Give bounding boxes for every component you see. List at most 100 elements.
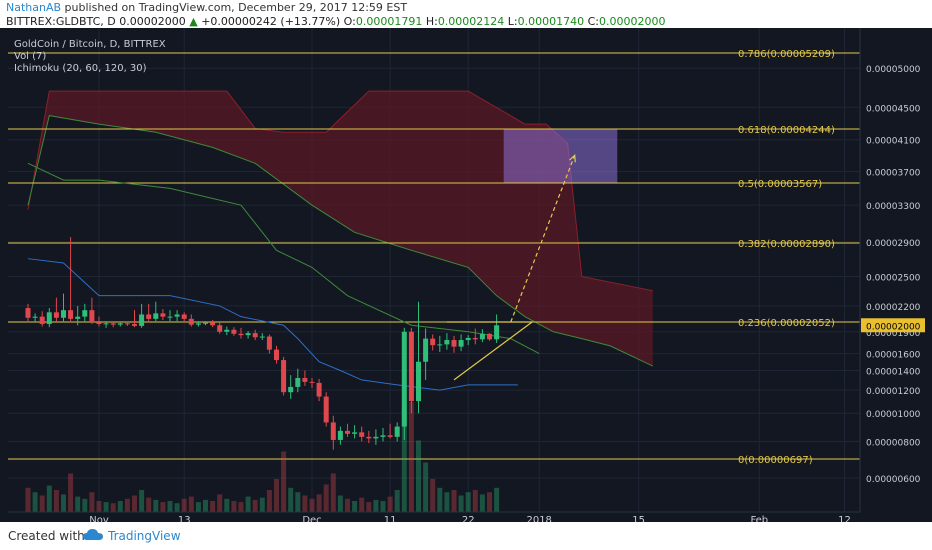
x-tick-label: 12 (838, 515, 851, 522)
volume-bar (110, 503, 116, 512)
candle-body (423, 338, 429, 362)
candle-body (231, 329, 237, 334)
open-label: O: (343, 15, 356, 28)
candle-body (167, 316, 173, 318)
last-price: 0.00002000 (119, 15, 186, 28)
volume-bar (174, 503, 180, 512)
volume-bar (366, 502, 372, 512)
candle-body (117, 323, 123, 325)
candle-body (259, 336, 265, 338)
candle-body (309, 381, 315, 383)
candle-body (110, 323, 116, 325)
candle-body (458, 340, 464, 347)
volume-bars (25, 402, 500, 512)
price-change: +0.00000242 (+13.77%) (201, 15, 341, 28)
y-tick-label: 0.00000800 (866, 439, 921, 449)
cloud-logo-icon (83, 529, 103, 540)
volume-bar (416, 440, 421, 512)
candle-body (124, 323, 130, 325)
fib-label: 0.236(0.00002052) (738, 318, 835, 329)
volume-bar (39, 495, 45, 512)
current-price-tag (861, 318, 925, 333)
y-tick-label: 0.00002900 (866, 239, 921, 249)
volume-bar (387, 496, 393, 512)
candle-body (373, 436, 379, 439)
candle-body (53, 312, 59, 318)
high-label: H: (425, 15, 438, 28)
volume-bar (487, 492, 492, 512)
candle-body (195, 323, 201, 325)
candle-body (394, 426, 400, 437)
candle-body (238, 333, 244, 336)
current-price-label: 0.00002000 (866, 322, 921, 332)
candle-body (416, 361, 421, 402)
fib-levels[interactable]: 0.786(0.00005209) 0.618(0.00004244) 0.5(0.… (8, 49, 860, 466)
volume-bar (359, 497, 365, 512)
volume-bar (203, 499, 208, 512)
candle-body (316, 382, 322, 397)
volume-bar (75, 496, 81, 512)
volume-bar (117, 501, 123, 512)
x-tick-label: 2018 (526, 515, 551, 522)
y-axis[interactable]: 0.00005000 0.00004500 0.00004100 0.00003700… (859, 28, 925, 522)
candle-body (408, 331, 414, 402)
tradingview-link[interactable]: TradingView (108, 529, 181, 543)
close-value: 0.00002000 (599, 15, 666, 28)
volume-bar (458, 495, 464, 512)
target-zone-rect (503, 129, 618, 183)
candle-body (387, 435, 393, 437)
chart-canvas[interactable]: 0.786(0.00005209) 0.618(0.00004244) 0.5(0.… (0, 28, 932, 522)
candle-body (465, 337, 471, 341)
close-label: C: (587, 15, 600, 28)
volume-bar (352, 501, 358, 512)
x-axis[interactable]: Nov 13 Dec 11 22 2018 15 Feb 12 (8, 511, 860, 522)
projection-arrow-line (510, 155, 576, 323)
gridlines (8, 28, 860, 512)
quote-line: BITTREX:GLDBTC, D 0.00002000 ▲ +0.000002… (6, 15, 666, 28)
candle-body (359, 432, 365, 437)
x-tick-label: 15 (632, 515, 645, 522)
y-tick-label: 0.00001400 (866, 368, 921, 378)
volume-bar (494, 487, 500, 512)
volume-bar (380, 501, 386, 512)
volume-bar (316, 494, 322, 512)
volume-bar (96, 501, 102, 512)
candle-body (252, 333, 258, 338)
volume-bar (295, 492, 301, 512)
fib-label: 0(0.00000697) (738, 455, 813, 466)
y-tick-label: 0.00002500 (866, 273, 921, 283)
legend-title: GoldCoin / Bitcoin, D, BITTREX (14, 39, 166, 50)
volume-bar (288, 487, 294, 512)
y-tick-label: 0.00001000 (866, 410, 921, 420)
volume-bar (465, 492, 471, 512)
volume-bar (167, 501, 173, 512)
header-bar: NathanAB published on TradingView.com, D… (0, 0, 932, 28)
candle-body (224, 329, 230, 332)
x-tick-label: Nov (89, 515, 109, 522)
low-label: L: (507, 15, 518, 28)
candle-body (89, 310, 95, 323)
fib-label: 0.382(0.00002890) (738, 239, 835, 250)
symbol-label: BITTREX:GLDBTC, D (6, 15, 116, 28)
candle-body (25, 308, 31, 318)
candle-body (401, 331, 407, 427)
volume-bar (217, 494, 223, 512)
volume-bar (146, 497, 152, 512)
author-link[interactable]: NathanAB (6, 1, 62, 14)
created-with-text: Created with (8, 529, 85, 543)
volume-bar (25, 487, 31, 512)
candle-body (430, 338, 436, 346)
volume-bar (309, 498, 315, 512)
candle-body (337, 430, 343, 440)
candle-body (281, 360, 287, 393)
y-tick-label: 0.00001600 (866, 351, 921, 361)
volume-bar (252, 499, 258, 512)
volume-bar (132, 495, 137, 512)
candle-body (39, 316, 45, 324)
volume-bar (103, 502, 109, 512)
annotations[interactable] (446, 153, 576, 381)
legend-ichimoku: Ichimoku (20, 60, 120, 30) (14, 63, 147, 74)
volume-bar (281, 451, 287, 512)
volume-bar (224, 498, 230, 512)
volume-bar (245, 496, 251, 512)
